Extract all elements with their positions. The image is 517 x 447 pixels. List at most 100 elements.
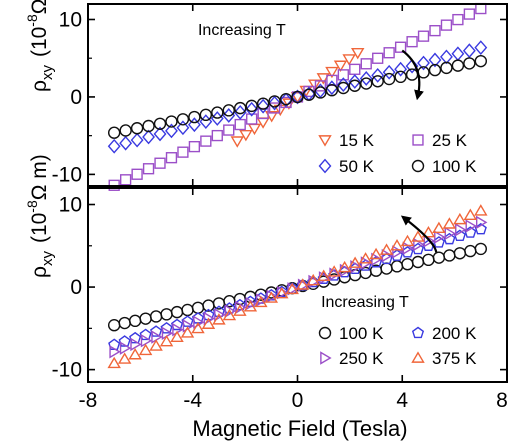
data-point [170,305,184,319]
data-point [142,119,155,133]
data-point [462,43,476,59]
data-point [464,244,477,258]
data-point [474,242,488,256]
data-point [181,303,194,317]
top-legend-entry: 100 K [411,157,477,176]
data-point [170,330,184,343]
bottom-annotation: Increasing T [321,215,438,311]
data-point [199,114,213,129]
data-point [211,106,224,119]
data-point [154,157,166,169]
top-annotation-text: Increasing T [198,22,286,39]
data-point [224,304,237,318]
top-series-50k [107,40,488,154]
data-point [465,219,477,233]
data-point [453,247,467,260]
data-point [475,2,487,15]
bottom-ylabel-open: (10 [28,213,51,243]
data-point [411,230,425,242]
data-point [440,61,453,75]
data-point [107,138,121,154]
top-plot-area [107,2,488,191]
data-point [245,99,258,113]
data-point [453,212,467,225]
svg-text:ρxy(10-8Ω m): ρxy (10-8Ω m) [24,154,56,278]
top-annotation-arrow [401,49,424,101]
bottom-legend-entry: 100 K [318,324,384,343]
data-point [417,55,430,71]
bottom-legend-entry: 375 K [411,349,477,368]
data-point [268,95,281,108]
data-point [417,30,430,42]
bottom-legend-label: 375 K [432,349,477,368]
data-point [290,92,305,104]
bottom-legend-marker [320,351,332,365]
data-point [165,115,178,128]
data-point [336,77,350,92]
data-point [429,25,441,37]
data-point [451,46,465,62]
data-point [327,265,341,277]
top-ylabel-sub: xy [39,65,56,81]
data-point [291,90,304,104]
top-ylabel-rho: ρ [28,80,51,92]
data-point [130,337,142,352]
top-legend-entry: 50 K [318,157,375,176]
data-point [337,260,352,273]
data-point [423,234,436,248]
data-point [394,41,407,53]
x-axis-label: Magnetic Field (Tesla) [192,416,407,441]
data-point [428,52,442,68]
data-point [234,101,247,115]
data-point [360,77,373,90]
data-point [351,47,365,60]
data-point [279,92,293,106]
data-point [222,308,237,321]
data-point [371,67,385,83]
data-point [191,301,205,314]
top-legend-label: 50 K [339,157,375,176]
data-point [442,217,457,229]
data-point [176,113,190,126]
data-point [474,54,488,68]
data-point [212,297,226,310]
data-point [325,84,339,97]
data-point [432,251,446,264]
top-legend-label: 15 K [339,131,375,150]
data-point [279,92,293,108]
data-point [443,249,456,262]
data-point [359,71,373,86]
data-point [139,312,152,325]
data-point [165,152,178,164]
data-point [149,339,163,351]
data-point [394,70,407,84]
data-point [139,328,152,341]
data-point [107,319,121,332]
data-point [275,286,289,299]
data-point [130,132,144,148]
data-point [401,257,414,271]
data-point [273,104,288,117]
data-point [333,60,348,72]
top-ylabel-open: (10 [28,27,51,57]
data-point [390,239,404,251]
data-point [256,97,270,110]
data-point [379,243,394,255]
x-tick-label: -8 [79,389,98,412]
panel-top: ρxy (10-8Ω m) 10 0 -10 Increasing T 15 K 25 … [24,0,508,191]
top-legend-entry: 15 K [318,131,375,150]
data-point [151,330,163,344]
data-point [348,256,362,268]
data-point [118,335,131,347]
data-point [440,19,453,31]
data-point [131,168,143,180]
bottom-legend-label: 250 K [339,349,384,368]
data-point [254,295,268,308]
data-point [444,226,456,241]
bottom-legend-marker [318,326,332,340]
data-point [381,248,394,263]
top-y-tick-label: -10 [52,163,82,186]
top-y-tick-label: 10 [59,8,82,31]
data-point [199,108,213,122]
data-point [422,253,435,267]
